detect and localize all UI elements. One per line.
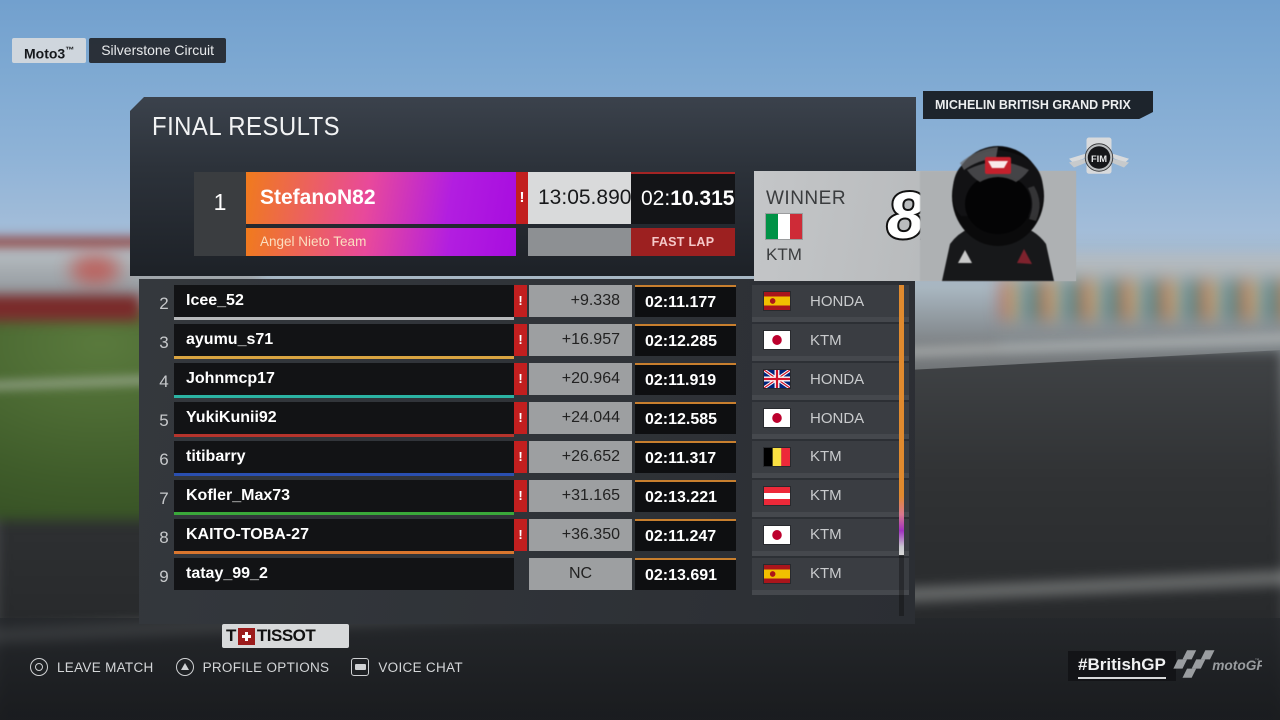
svg-text:™: ™ <box>1255 658 1260 663</box>
svg-text:FIM: FIM <box>1091 154 1107 164</box>
